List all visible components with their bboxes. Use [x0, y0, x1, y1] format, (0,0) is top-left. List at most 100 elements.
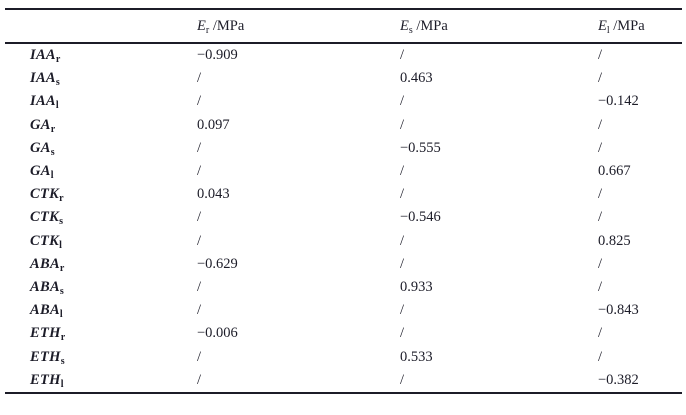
table-cell: / — [598, 255, 603, 272]
table-cell: 0.097 — [197, 116, 230, 133]
table-cell: / — [598, 348, 603, 365]
row-label-name: ETH — [30, 371, 61, 388]
row-label-subscript: s — [60, 355, 65, 367]
row-label-name: IAA — [30, 93, 56, 110]
table-cell: / — [400, 302, 405, 319]
row-label-name: ETH — [30, 348, 61, 365]
table-cell: / — [598, 70, 603, 87]
table-cell: / — [598, 186, 603, 203]
row-label-subscript: l — [50, 170, 54, 182]
row-label-subscript: r — [55, 54, 61, 66]
row-label-subscript: s — [55, 77, 60, 89]
row-label: ABAl — [5, 299, 197, 322]
row-label-name: CTK — [30, 209, 60, 226]
table-cell: / — [400, 163, 405, 180]
table-cell: −0.546 — [400, 209, 441, 226]
table-cell: / — [598, 47, 603, 64]
row-label-subscript: s — [59, 285, 64, 297]
table-cell: / — [197, 209, 202, 226]
table-cell: −0.555 — [400, 139, 441, 156]
table-row: IAAl / / −0.142 — [5, 90, 682, 113]
table-row: ABAl / / −0.843 — [5, 299, 682, 322]
es-subscript: s — [408, 24, 413, 36]
row-label-subscript: l — [60, 378, 64, 390]
table-cell: / — [197, 278, 202, 295]
table-cell: 0.463 — [400, 70, 433, 87]
row-label-subscript: l — [59, 239, 62, 251]
table-row: GAl //0.667 — [5, 160, 682, 183]
table-row: CTKs / −0.546/ — [5, 206, 682, 229]
table-row: ABAr −0.629 / / — [5, 253, 682, 276]
row-label-subscript: l — [59, 309, 63, 321]
table-cell: / — [598, 139, 603, 156]
row-label: GAs — [5, 137, 197, 160]
table-cell: 0.933 — [400, 278, 433, 295]
row-label-name: IAA — [30, 47, 56, 64]
er-subscript: r — [205, 24, 210, 36]
table-cell: / — [197, 348, 202, 365]
row-label: IAAr — [5, 43, 197, 67]
row-label-name: CTK — [30, 186, 60, 203]
row-label-name: ABA — [30, 278, 60, 295]
correlation-table: Er /MPa Es /MPa El /MPa IAAr −0.909// IAAs… — [5, 8, 682, 394]
table-cell: / — [400, 47, 405, 64]
table-row: GAs / −0.555/ — [5, 137, 682, 160]
row-label: ETHr — [5, 322, 197, 345]
table-cell: / — [197, 70, 202, 87]
table-cell: / — [598, 209, 603, 226]
row-label-subscript: r — [60, 332, 66, 344]
row-label-subscript: r — [50, 123, 56, 135]
table-cell: 0.667 — [598, 163, 631, 180]
table-cell: −0.843 — [598, 302, 639, 319]
row-label-name: ETH — [30, 325, 61, 342]
row-label: CTKl — [5, 230, 197, 253]
es-symbol: E — [400, 17, 409, 34]
row-label-name: GA — [30, 139, 51, 156]
table-cell: / — [400, 186, 405, 203]
row-label-name: IAA — [30, 70, 56, 87]
table-cell: / — [400, 232, 405, 249]
table-cell: / — [598, 116, 603, 133]
table-cell: / — [400, 371, 405, 388]
table-cell: / — [197, 302, 202, 319]
table-cell: −0.006 — [197, 325, 238, 342]
row-label: GAl — [5, 160, 197, 183]
row-label-name: CTK — [30, 232, 60, 249]
row-label: CTKs — [5, 206, 197, 229]
table-cell: / — [400, 255, 405, 272]
header-row: Er /MPa Es /MPa El /MPa — [5, 9, 682, 43]
table-row: IAAr −0.909// — [5, 43, 682, 67]
table-cell: −0.629 — [197, 255, 238, 272]
header-cell-el: El /MPa — [598, 9, 682, 43]
table-row: ABAs/0.933/ — [5, 276, 682, 299]
header-cell-er: Er /MPa — [197, 9, 400, 43]
table-cell: −0.909 — [197, 47, 238, 64]
table-row: ETHl / / −0.382 — [5, 369, 682, 393]
table-body: IAAr −0.909// IAAs/0.463/IAAl / / −0.142 GAr 0.… — [5, 43, 682, 393]
el-subscript: l — [606, 24, 610, 36]
table-cell: / — [400, 116, 405, 133]
row-label: ETHl — [5, 369, 197, 393]
table-cell: / — [400, 93, 405, 110]
er-symbol: E — [197, 17, 206, 34]
row-label: IAAs — [5, 67, 197, 90]
header-cell-es: Es /MPa — [400, 9, 598, 43]
table-cell: / — [197, 371, 202, 388]
row-label: ABAr — [5, 253, 197, 276]
table-cell: −0.142 — [598, 93, 639, 110]
row-label-subscript: r — [59, 193, 64, 205]
table-cell: 0.533 — [400, 348, 433, 365]
row-label: ETHs — [5, 345, 197, 368]
row-label-subscript: r — [59, 262, 65, 274]
row-label: ABAs — [5, 276, 197, 299]
table-row: ETHr −0.006// — [5, 322, 682, 345]
table-row: CTKr 0.043// — [5, 183, 682, 206]
table-cell: / — [197, 93, 202, 110]
row-label-subscript: s — [59, 216, 64, 228]
er-unit: /MPa — [209, 17, 245, 34]
table-cell: −0.382 — [598, 371, 639, 388]
row-label-name: GA — [30, 163, 51, 180]
el-symbol: E — [598, 17, 607, 34]
table-cell: / — [197, 232, 202, 249]
paper-table-region: Er /MPa Es /MPa El /MPa IAAr −0.909// IAAs… — [0, 8, 686, 394]
